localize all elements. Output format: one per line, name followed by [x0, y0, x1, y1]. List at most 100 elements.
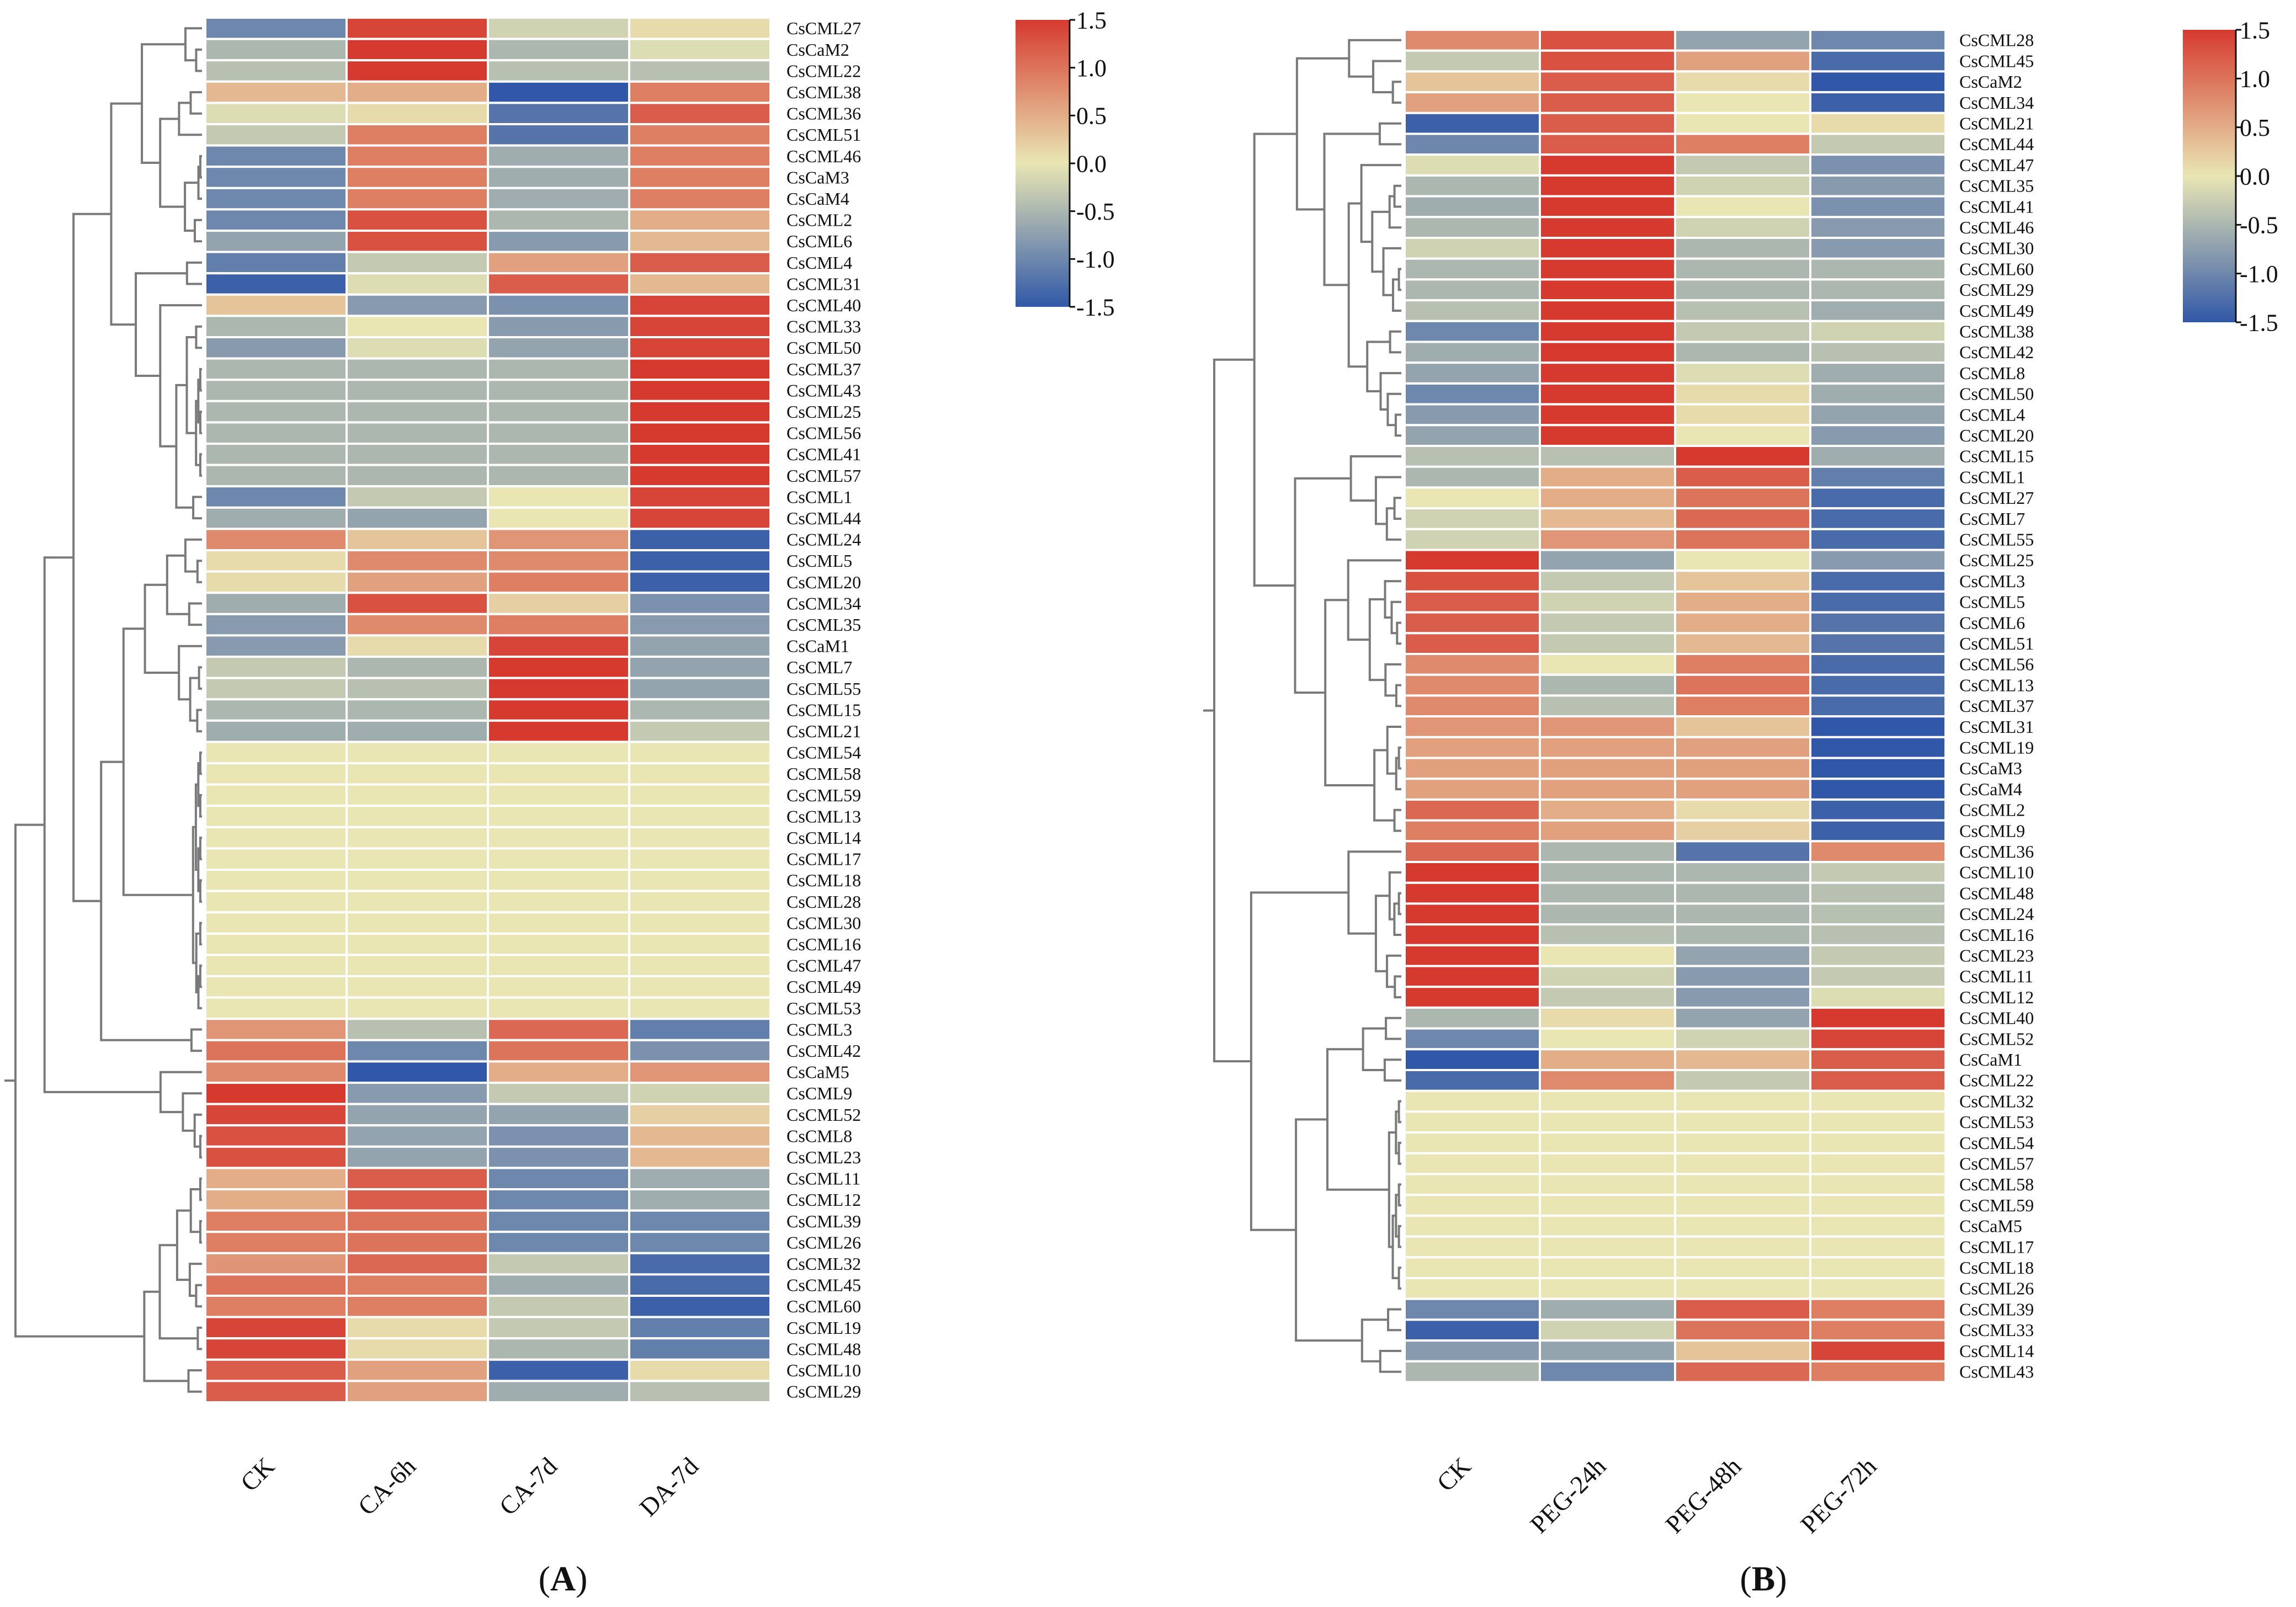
- panel-b-heatmap-cell: [1404, 1048, 1541, 1072]
- panel-b-heatmap-cell: [1404, 174, 1541, 198]
- panel-b-heatmap-cell: [1809, 1110, 1947, 1134]
- panel-b-heatmap-cell: [1539, 798, 1676, 822]
- panel-a-row-label: CsCML36: [786, 104, 861, 124]
- panel-b-heatmap-cell: [1674, 944, 1811, 967]
- panel-b-heatmap-cell: [1809, 403, 1947, 427]
- panel-a-heatmap-cell: [487, 379, 630, 402]
- panel-b-heatmap-cell: [1539, 278, 1676, 302]
- panel-b-heatmap-cell: [1809, 486, 1947, 510]
- panel-a-heatmap-cell: [487, 464, 630, 488]
- panel-a-heatmap-cell: [487, 1273, 630, 1297]
- panel-b-heatmap-cell: [1809, 861, 1947, 884]
- panel-a-row-label: CsCML58: [786, 764, 861, 784]
- panel-a-heatmap-cells: [204, 17, 772, 1403]
- panel-b-heatmap-cell: [1674, 403, 1811, 427]
- panel-a-heatmap-cell: [346, 719, 489, 743]
- panel-b-heatmap-cell: [1404, 923, 1541, 946]
- panel-a-heatmap-cell: [346, 1145, 489, 1169]
- panel-a-heatmap-cell: [487, 187, 630, 211]
- panel-b-row-label: CsCML4: [1959, 405, 2025, 424]
- panel-b-heatmap-cell: [1539, 195, 1676, 219]
- panel-a-heatmap-cell: [628, 656, 772, 679]
- panel-a-row-label: CsCML13: [786, 806, 861, 826]
- panel-b-heatmap-cell: [1809, 29, 1947, 52]
- panel-b-row-label: CsCML16: [1959, 925, 2034, 945]
- panel-a-heatmap-cell: [346, 59, 489, 83]
- panel-a-row-label: CsCML2: [786, 210, 852, 230]
- panel-b-heatmap-cell: [1809, 70, 1947, 94]
- panel-a-heatmap-cell: [487, 1103, 630, 1127]
- panel-b-heatmap-cell: [1539, 923, 1676, 946]
- panel-b-heatmap-cell: [1809, 445, 1947, 468]
- panel-b-heatmap-cell: [1404, 486, 1541, 510]
- panel-b-heatmap-cell: [1809, 986, 1947, 1009]
- panel-a-row-label: CsCML53: [786, 998, 861, 1018]
- panel-a-row-label: CsCML20: [786, 572, 861, 592]
- panel-a-heatmap-cell: [628, 1188, 772, 1212]
- panel-b-heatmap-cell: [1539, 1214, 1676, 1238]
- panel-b-row-label: CsCML55: [1959, 530, 2034, 550]
- panel-b-heatmap-cell: [1539, 1339, 1676, 1363]
- panel-b-heatmap-cell: [1539, 1006, 1676, 1030]
- panel-b-heatmap-cell: [1404, 216, 1541, 239]
- panel-b-heatmap-cell: [1674, 819, 1811, 843]
- panel-b-heatmap-cell: [1809, 528, 1947, 551]
- panel-a-heatmap-cell: [204, 443, 348, 466]
- panel-a-heatmap-cell: [346, 1039, 489, 1063]
- panel-b-heatmap-cell: [1404, 91, 1541, 114]
- panel-b-row-label: CsCML17: [1959, 1237, 2034, 1257]
- panel-b-heatmap-cell: [1674, 1131, 1811, 1154]
- panel-b-colorbar-tick-label: -1.5: [2240, 309, 2278, 336]
- panel-b-heatmap-cell: [1809, 653, 1947, 676]
- panel-a-row-label: CsCML51: [786, 125, 861, 145]
- panel-a-row-label: CsCML4: [786, 253, 852, 273]
- panel-a-heatmap-cell: [204, 1124, 348, 1148]
- panel-b-heatmap-cell: [1539, 320, 1676, 343]
- panel-b-row-label: CsCML39: [1959, 1299, 2034, 1319]
- panel-b-heatmap-cell: [1404, 673, 1541, 697]
- panel-a-heatmap-cell: [346, 634, 489, 658]
- panel-b-row-label: CsCML30: [1959, 238, 2034, 258]
- panel-a-heatmap-cell: [628, 166, 772, 189]
- panel-b-heatmap-cell: [1539, 715, 1676, 738]
- panel-a-row-label: CsCML56: [786, 423, 861, 443]
- panel-b-heatmap-cell: [1674, 278, 1811, 302]
- panel-a-heatmap-cell: [204, 1273, 348, 1297]
- panel-a-heatmap-cell: [487, 528, 630, 552]
- panel-b-heatmap-cell: [1404, 902, 1541, 926]
- panel-b-heatmap-cell: [1674, 1297, 1811, 1321]
- panel-b-colorbar-tick-label: 0.5: [2240, 114, 2270, 141]
- panel-a-heatmap-cell: [487, 1295, 630, 1318]
- panel-a-heatmap-cell: [346, 1273, 489, 1297]
- panel-b-heatmap-cell: [1404, 507, 1541, 530]
- panel-b-heatmap-cell: [1539, 465, 1676, 489]
- panel-a-heatmap-cell: [204, 166, 348, 189]
- panel-a-heatmap-cell: [628, 357, 772, 381]
- panel-b-row-label: CsCaM2: [1959, 72, 2022, 92]
- panel-a-row-label: CsCML43: [786, 380, 861, 400]
- panel-a-colorbar-tick-label: 0.5: [1076, 103, 1107, 130]
- panel-b-heatmap-cell: [1674, 1048, 1811, 1072]
- panel-b-row-label: CsCML33: [1959, 1320, 2034, 1340]
- panel-b-colorbar: 1.5 1.0 0.5 0.0 -0.5 -1.0 -1.5: [2183, 17, 2278, 336]
- panel-b-heatmap-cell: [1404, 1152, 1541, 1175]
- panel-b-heatmap-cell: [1539, 70, 1676, 94]
- panel-b-heatmap-cell: [1539, 1173, 1676, 1196]
- panel-b-heatmap-cell: [1404, 1110, 1541, 1134]
- panel-b-heatmap-cell: [1674, 673, 1811, 697]
- panel-b-heatmap-cell: [1674, 445, 1811, 468]
- panel-a-heatmap-cell: [204, 890, 348, 914]
- panel-b-heatmap-cell: [1674, 757, 1811, 780]
- panel-b-row-label: CsCML6: [1959, 613, 2025, 632]
- panel-a-row-label: CsCML3: [786, 1019, 852, 1039]
- panel-b-row-label: CsCML29: [1959, 280, 2034, 300]
- panel-b-heatmap-cell: [1404, 694, 1541, 718]
- panel-a-heatmap-cell: [628, 1295, 772, 1318]
- panel-b-heatmap-cell: [1404, 944, 1541, 967]
- panel-a-heatmap-cell: [204, 230, 348, 253]
- panel-a-heatmap-cell: [487, 336, 630, 360]
- panel-b-heatmap-cell: [1404, 632, 1541, 656]
- panel-b-heatmap-cell: [1674, 1194, 1811, 1217]
- panel-b-heatmap-cell: [1809, 673, 1947, 697]
- panel-b-heatmap-cell: [1539, 49, 1676, 73]
